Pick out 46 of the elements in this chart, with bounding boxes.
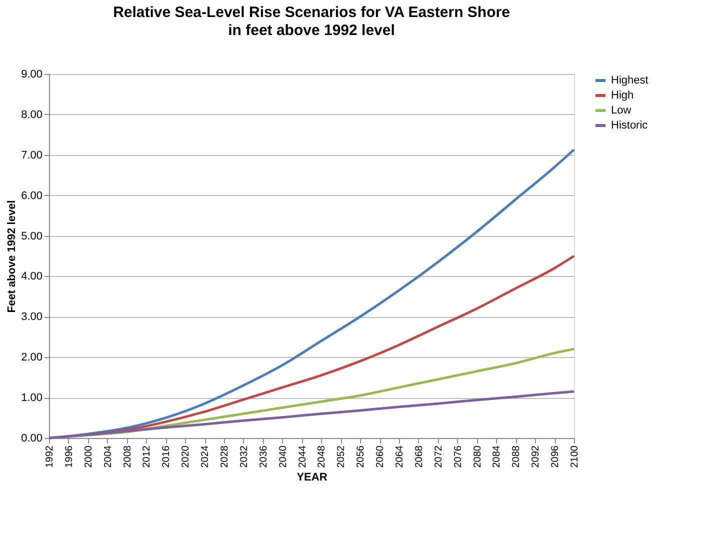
x-tick-label: 1992 [44, 445, 56, 468]
x-tick-label: 2060 [375, 445, 386, 468]
x-tick-label: 2020 [180, 445, 192, 468]
x-tick-label: 2064 [394, 445, 406, 468]
y-tick-label: 3.00 [21, 311, 42, 324]
y-tick-label: 7.00 [21, 149, 42, 162]
x-tick-label: 2056 [356, 445, 367, 468]
x-tick-label: 2068 [414, 445, 425, 468]
x-tick-label: 2024 [200, 445, 212, 468]
x-tick-label: 2004 [102, 445, 114, 468]
y-tick-label: 9.00 [21, 68, 42, 80]
y-axis-title: Feet above 1992 level [6, 200, 18, 313]
x-tick-label: 2088 [511, 445, 522, 468]
x-tick-label: 2048 [316, 445, 328, 468]
y-tick-label: 8.00 [21, 108, 42, 121]
x-tick-label: 2084 [492, 445, 503, 468]
x-tick-label: 2080 [472, 445, 484, 468]
legend-label: Highest [611, 74, 648, 86]
y-tick-label: 4.00 [21, 270, 42, 283]
legend-label: Historic [611, 120, 648, 132]
x-tick-label: 2000 [83, 445, 94, 468]
y-tick-label: 2.00 [21, 352, 42, 364]
x-tick-label: 2008 [122, 445, 134, 468]
x-tick-label: 2028 [220, 445, 230, 468]
chart-subtitle: in feet above 1992 level [228, 22, 395, 39]
y-tick-label: 0.00 [21, 432, 42, 444]
x-tick-label: 2036 [258, 445, 270, 468]
x-tick-label: 2072 [433, 445, 444, 468]
y-tick-label: 5.00 [21, 230, 42, 242]
x-tick-label: 2092 [530, 445, 542, 468]
x-tick-label: 2096 [550, 445, 562, 468]
x-axis-title: YEAR [296, 472, 328, 484]
x-tick-label: 2044 [297, 445, 308, 468]
x-tick-label: 2040 [278, 445, 289, 468]
x-tick-label: 2016 [161, 445, 172, 468]
x-tick-label: 2012 [142, 445, 153, 468]
x-tick-label: 2100 [570, 445, 580, 468]
legend-label: High [611, 90, 634, 102]
x-tick-label: 2076 [452, 445, 464, 468]
legend-label: Low [611, 104, 632, 116]
x-tick-label: 2052 [336, 445, 348, 468]
x-tick-label: 2032 [238, 445, 250, 468]
x-tick-label: 1996 [64, 445, 75, 468]
y-tick-label: 6.00 [21, 190, 42, 202]
chart-title: Relative Sea-Level Rise Scenarios for VA Eastern Shore [113, 4, 510, 21]
y-tick-label: 1.00 [21, 392, 42, 404]
